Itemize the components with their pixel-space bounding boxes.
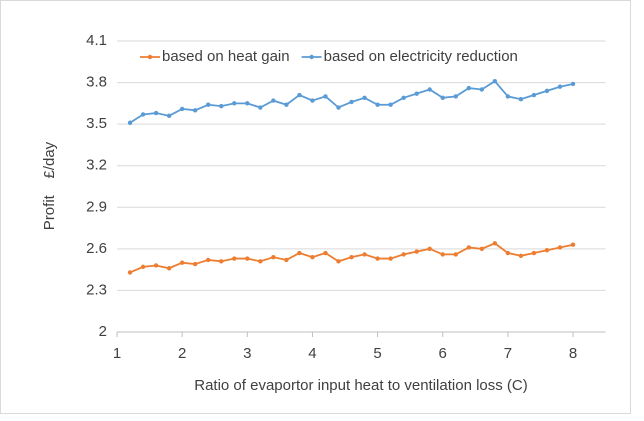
point	[557, 84, 563, 89]
point	[492, 241, 498, 246]
point	[284, 102, 289, 107]
point	[179, 106, 185, 112]
point	[401, 95, 406, 101]
point	[166, 113, 172, 119]
point	[297, 250, 302, 256]
point	[140, 112, 146, 117]
point	[375, 256, 380, 261]
point	[336, 105, 341, 110]
point	[127, 270, 133, 275]
point	[153, 110, 159, 116]
x-axis-label: Ratio of evaportor input heat to ventila…	[194, 377, 528, 394]
y-tick-label: 3.8	[86, 74, 107, 91]
point	[375, 102, 380, 107]
point	[179, 260, 185, 265]
point	[336, 259, 341, 264]
point	[570, 242, 576, 247]
point	[362, 95, 367, 101]
point	[557, 245, 563, 250]
legend-marker	[309, 54, 314, 60]
y-tick-label: 2.9	[86, 198, 107, 215]
y-tick-label: 4.1	[86, 32, 107, 49]
point	[518, 253, 524, 258]
x-tick-label: 2	[178, 345, 186, 362]
point	[271, 98, 276, 103]
point	[531, 250, 537, 256]
point	[310, 98, 315, 103]
point	[440, 95, 445, 101]
point	[479, 87, 485, 92]
point	[271, 254, 276, 260]
point	[323, 94, 328, 99]
point	[192, 108, 198, 113]
y-axis-label: Profit £/day	[41, 141, 58, 230]
point	[388, 256, 393, 261]
point	[219, 259, 224, 264]
point	[414, 249, 419, 254]
point	[518, 97, 524, 102]
point	[153, 263, 159, 268]
point	[505, 94, 511, 99]
point	[258, 105, 263, 110]
point	[284, 257, 289, 263]
point	[219, 103, 224, 109]
point	[492, 78, 498, 84]
point	[505, 250, 511, 256]
point	[544, 248, 550, 253]
point	[544, 88, 550, 94]
y-tick-label: 2.3	[86, 281, 107, 298]
point	[414, 91, 419, 96]
point	[140, 264, 146, 270]
x-tick-label: 8	[569, 345, 577, 362]
x-tick-label: 4	[308, 345, 316, 362]
x-tick-label: 7	[504, 345, 512, 362]
point	[453, 94, 458, 99]
point	[531, 92, 537, 98]
point	[466, 245, 471, 250]
point	[440, 252, 445, 257]
point	[570, 81, 576, 87]
point	[310, 254, 315, 260]
point	[192, 261, 198, 267]
point	[245, 101, 250, 106]
point	[453, 252, 458, 257]
point	[166, 266, 172, 271]
y-tick-label: 3.2	[86, 157, 107, 174]
point	[349, 99, 354, 105]
point	[297, 92, 302, 98]
legend-label: based on electricity reduction	[324, 48, 518, 65]
y-tick-label: 3.5	[86, 115, 107, 132]
x-tick-label: 1	[113, 345, 121, 362]
point	[323, 250, 328, 256]
point	[245, 256, 250, 261]
x-tick-label: 6	[439, 345, 447, 362]
y-tick-label: 2.6	[86, 240, 107, 257]
point	[466, 85, 471, 91]
point	[479, 246, 485, 252]
point	[127, 120, 133, 125]
point	[427, 87, 432, 92]
y-tick-label: 2	[99, 323, 107, 340]
point	[206, 257, 211, 263]
legend-marker	[147, 54, 153, 60]
x-tick-label: 5	[373, 345, 381, 362]
point	[388, 102, 393, 107]
legend-label: based on heat gain	[162, 48, 290, 65]
point	[232, 101, 237, 106]
point	[258, 259, 263, 264]
point	[401, 252, 406, 257]
point	[232, 256, 237, 261]
point	[362, 252, 367, 257]
point	[349, 254, 354, 260]
x-tick-label: 3	[243, 345, 251, 362]
point	[427, 246, 432, 252]
point	[206, 102, 211, 107]
